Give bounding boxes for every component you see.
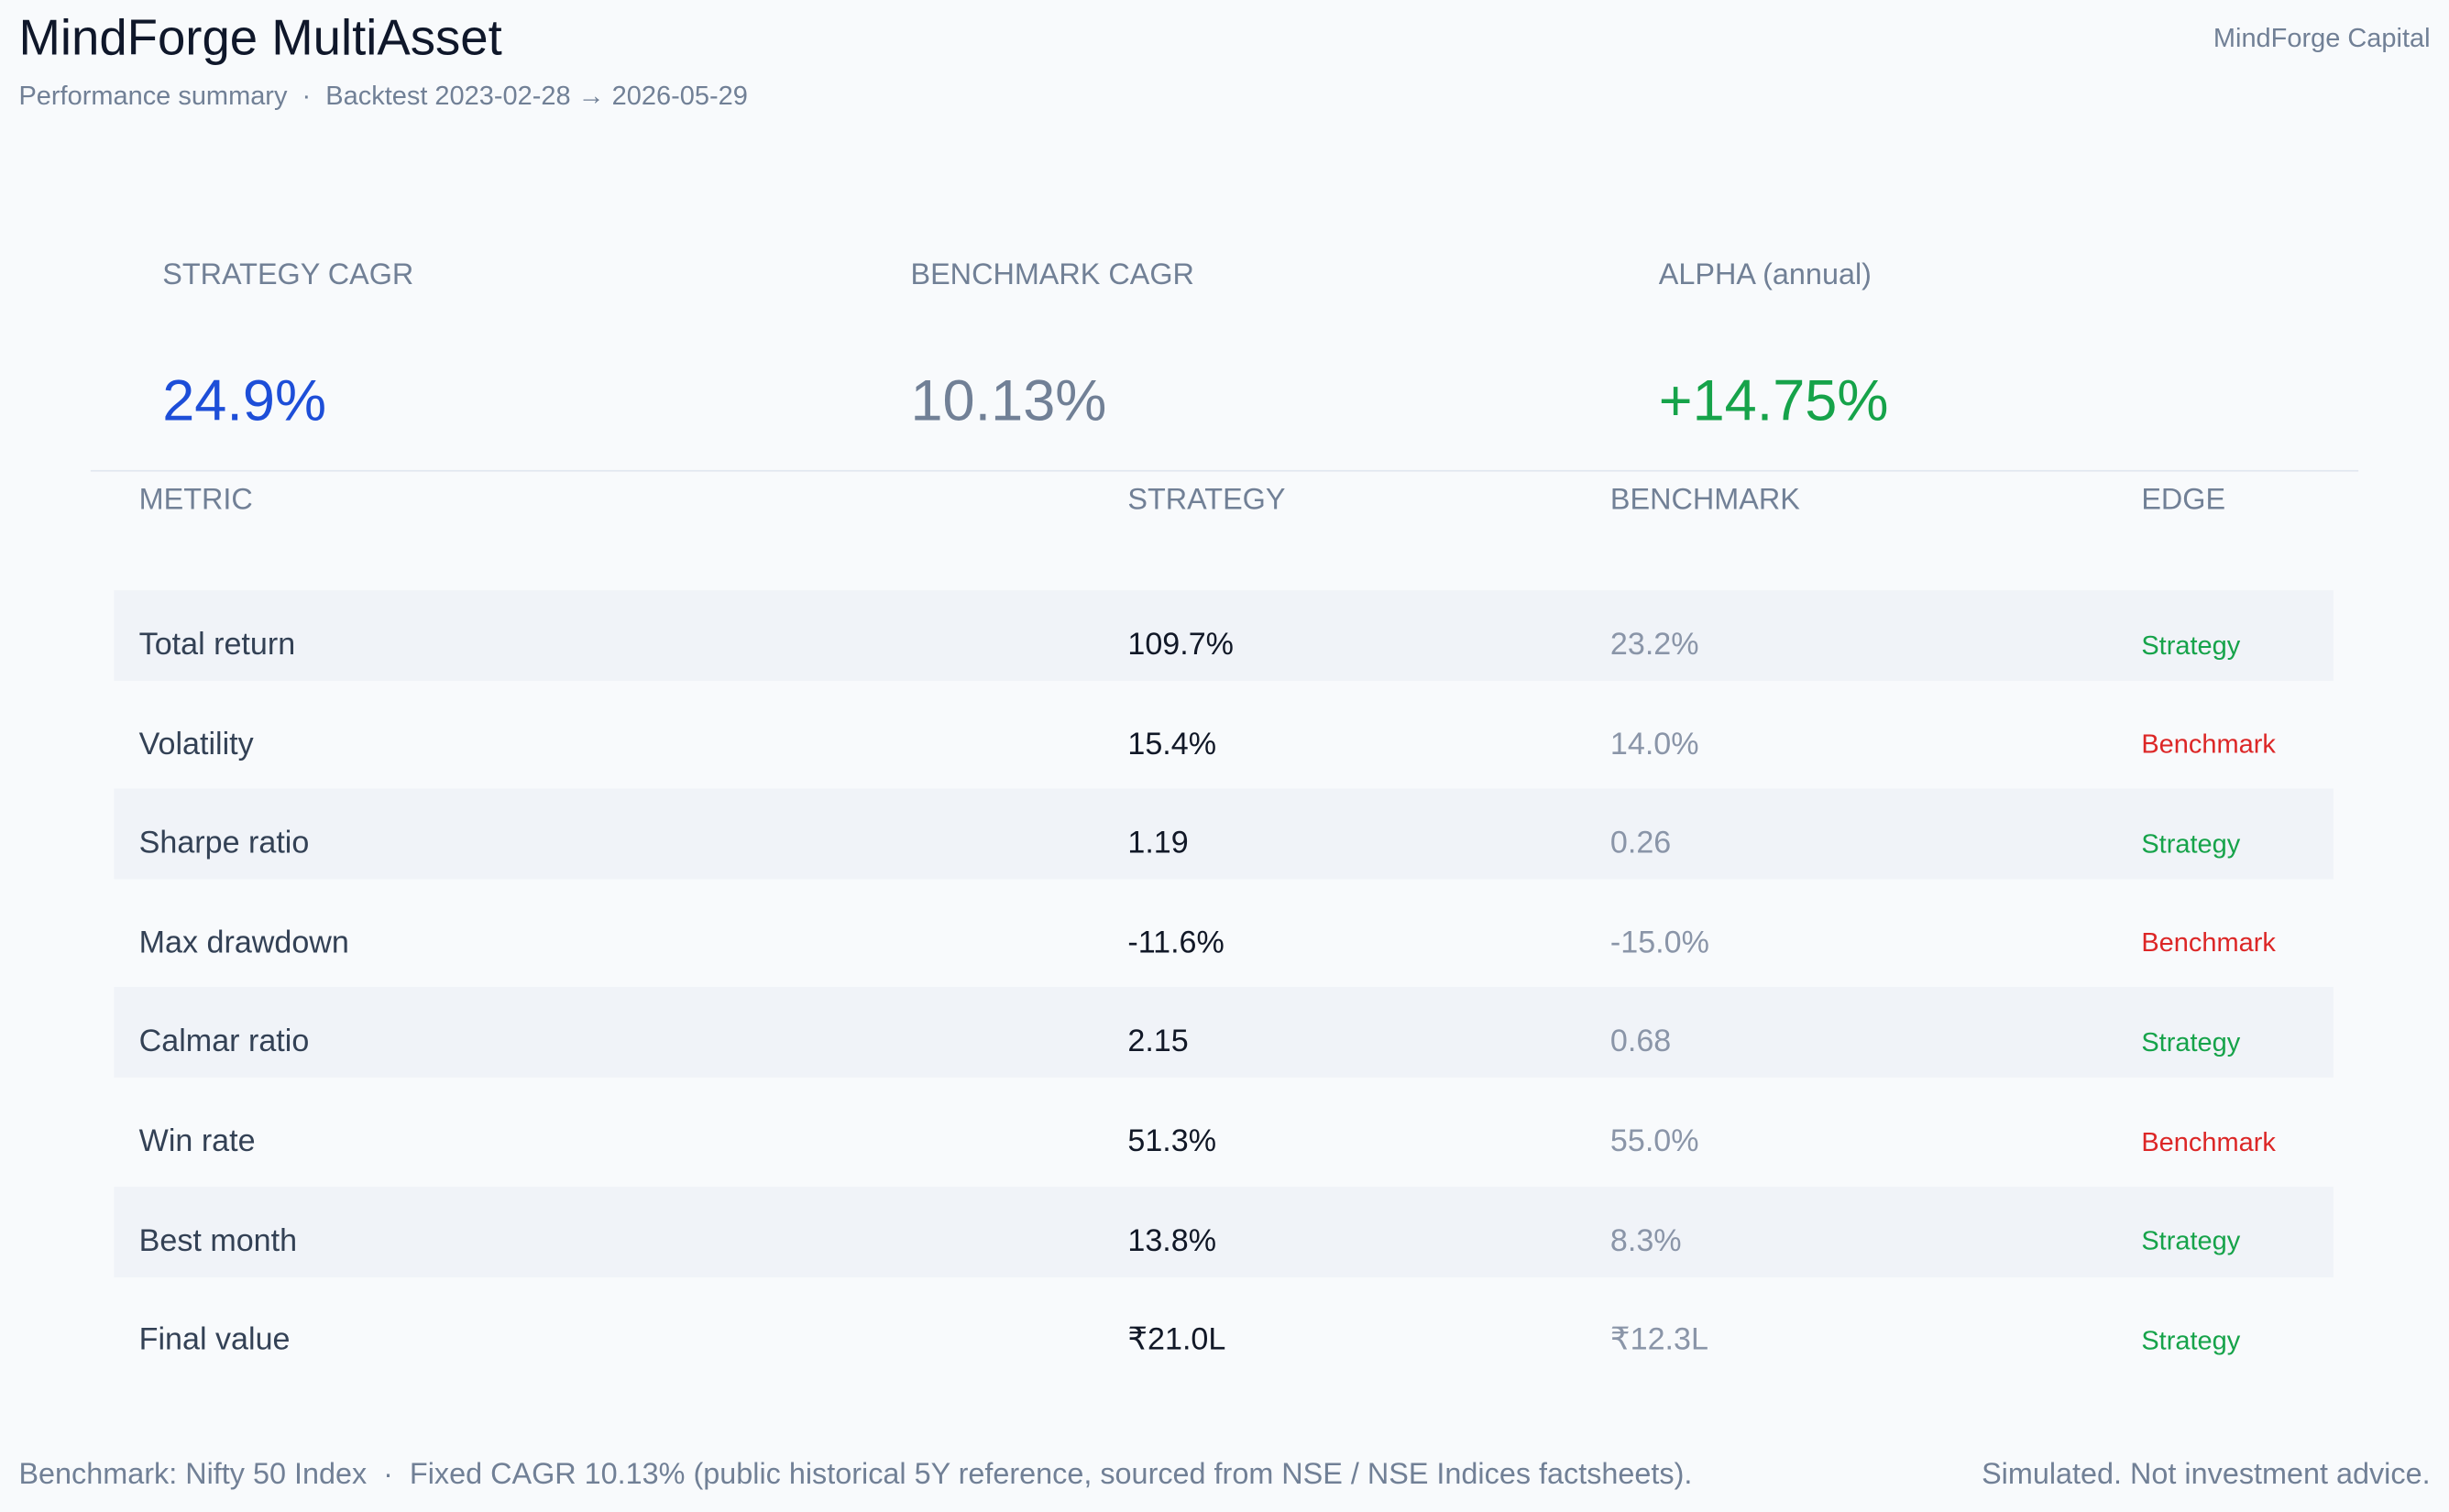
footer-disclaimer: Simulated. Not investment advice. [1982,1458,2431,1492]
edge-label: Strategy [2141,1027,2241,1057]
benchmark-value: 55.0% [1609,1123,1699,1159]
row-stripe [114,987,2334,1079]
edge-label: Strategy [2141,1325,2241,1355]
row-stripe [114,788,2334,880]
brand: MindForge Capital [2213,23,2431,53]
benchmark-value: -15.0% [1609,926,1709,960]
column-header: EDGE [2141,484,2226,518]
strategy-value: 1.19 [1127,826,1189,861]
strategy-value: 2.15 [1127,1024,1189,1060]
strategy-value: 51.3% [1127,1123,1217,1159]
kpi-label: BENCHMARK CAGR [910,258,1194,292]
edge-label: Benchmark [2141,729,2276,760]
benchmark-value: ₹12.3L [1609,1322,1708,1358]
metric-name: Volatility [138,727,254,761]
strategy-value: 13.8% [1127,1223,1217,1258]
column-header: METRIC [138,484,253,518]
column-header: STRATEGY [1127,484,1286,518]
kpi-value: 10.13% [910,368,1107,433]
metric-name: Max drawdown [138,926,349,960]
kpi-value: 24.9% [162,368,327,433]
metric-name: Sharpe ratio [138,826,310,861]
row-stripe [114,1186,2334,1277]
edge-label: Strategy [2141,630,2241,660]
edge-label: Benchmark [2141,1126,2276,1156]
strategy-value: ₹21.0L [1127,1322,1226,1358]
edge-label: Benchmark [2141,927,2276,959]
benchmark-value: 8.3% [1609,1223,1682,1258]
edge-label: Strategy [2141,828,2241,859]
title: MindForge MultiAsset [18,9,502,66]
metric-name: Best month [138,1223,298,1258]
metric-name: Calmar ratio [138,1024,310,1060]
benchmark-value: 14.0% [1609,727,1699,761]
column-header: BENCHMARK [1609,484,1800,518]
kpi-label: ALPHA (annual) [1658,258,1872,292]
metric-name: Win rate [138,1123,256,1159]
strategy-value: 15.4% [1127,727,1217,761]
row-stripe [114,590,2334,681]
edge-label: Strategy [2141,1225,2241,1256]
metric-name: Total return [138,628,296,663]
benchmark-value: 0.26 [1609,826,1672,861]
subtitle: Performance summary · Backtest 2023-02-2… [18,81,748,111]
divider [90,469,2359,472]
footer-note: Benchmark: Nifty 50 Index · Fixed CAGR 1… [18,1458,1693,1492]
benchmark-value: 23.2% [1609,628,1699,663]
strategy-value: 109.7% [1127,628,1234,663]
benchmark-value: 0.68 [1609,1024,1672,1060]
strategy-value: -11.6% [1127,926,1224,960]
kpi-value: +14.75% [1658,368,1889,433]
kpi-label: STRATEGY CAGR [162,258,414,292]
metric-name: Final value [138,1322,291,1358]
